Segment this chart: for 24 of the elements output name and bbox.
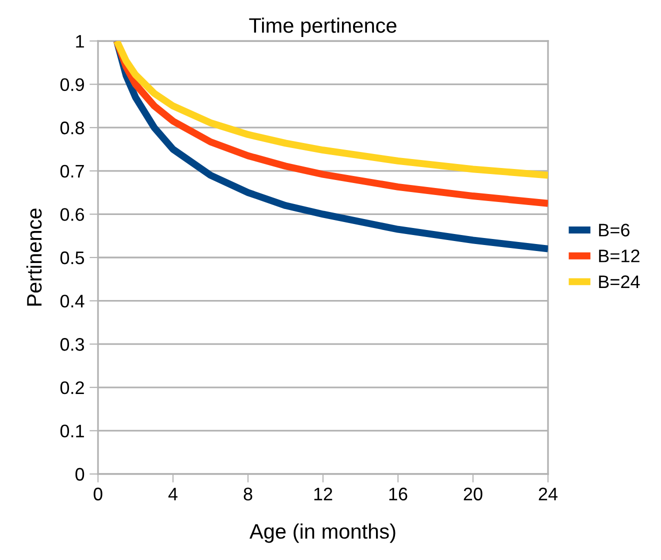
x-tick-label: 12 [314,488,332,500]
legend-label: B=12 [599,250,640,262]
x-tick-label: 4 [168,488,178,500]
y-tick-label: 0.1 [60,424,84,438]
x-tick-label: 20 [464,488,482,500]
x-axis-title: Age (in months) [250,523,396,543]
legend-label: B=6 [599,224,630,236]
y-tick-label: 0.8 [60,122,84,134]
y-axis-title: Pertinence [26,208,42,306]
chart-title: Time pertinence [249,18,396,37]
y-tick-label: 0.6 [60,208,84,221]
y-tick-label: 0 [75,468,84,481]
x-tick-label: 16 [389,488,408,500]
y-tick-label: 0.5 [60,251,84,264]
y-tick-label: 0.2 [60,381,84,394]
x-tick-label: 24 [538,488,558,500]
y-tick-label: 0.3 [60,338,84,351]
y-tick-label: 1 [76,35,84,48]
y-tick-label: 0.9 [60,78,84,92]
x-tick-label: 0 [94,488,102,500]
legend-label: B=24 [599,275,640,288]
y-tick-label: 0.4 [60,294,84,308]
x-tick-label: 8 [244,488,252,500]
y-tick-label: 0.7 [60,164,84,178]
